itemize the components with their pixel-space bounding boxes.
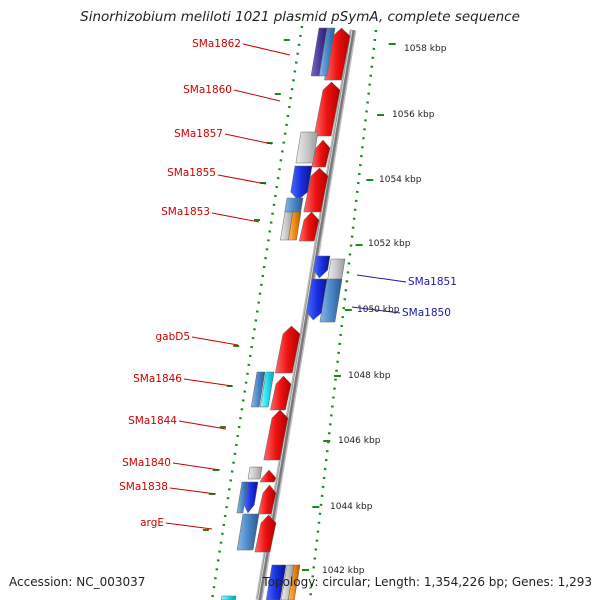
accession-text: Accession: NC_003037: [9, 575, 146, 589]
gene-label[interactable]: SMa1840: [122, 457, 171, 469]
label-leader-lines: [165, 43, 407, 530]
leader-line: [165, 522, 213, 530]
gene-label[interactable]: gabD5: [155, 331, 190, 343]
leader-line: [233, 89, 281, 102]
leader-line: [169, 487, 217, 495]
leader-line: [178, 420, 227, 430]
gene-label[interactable]: SMa1862: [192, 38, 241, 50]
gene-arrow-forward[interactable]: [257, 484, 277, 515]
leader-line: [191, 336, 239, 346]
tick-label: 1058 kbp: [404, 44, 447, 54]
gene-block[interactable]: [288, 211, 302, 241]
tick-label: 1044 kbp: [330, 502, 373, 512]
leader-line: [217, 174, 267, 185]
gene-block[interactable]: [250, 371, 266, 408]
gene-arrow-forward[interactable]: [274, 325, 301, 374]
gene-label[interactable]: SMa1851: [408, 276, 457, 288]
gene-block[interactable]: [327, 258, 346, 281]
tick-label: 1046 kbp: [338, 436, 381, 446]
gene-arrows: [221, 27, 351, 600]
gene-label[interactable]: argE: [140, 517, 164, 529]
leader-line: [356, 274, 407, 283]
gene-block[interactable]: [318, 27, 336, 77]
gene-arrow-forward[interactable]: [311, 139, 331, 168]
gene-label[interactable]: SMa1846: [133, 373, 182, 385]
tick-label: 1052 kbp: [368, 239, 411, 249]
gene-label[interactable]: SMa1844: [128, 415, 177, 427]
gene-block[interactable]: [221, 595, 237, 600]
gene-label[interactable]: SMa1855: [167, 167, 216, 179]
leader-line: [211, 212, 260, 223]
gene-arrow-forward[interactable]: [270, 375, 292, 411]
gene-block[interactable]: [265, 564, 287, 600]
leader-line: [172, 462, 221, 471]
gene-arrow-reverse[interactable]: [290, 165, 313, 201]
gene-arrow-forward[interactable]: [324, 27, 351, 81]
gene-arrow-forward[interactable]: [303, 167, 329, 213]
gene-arrow-forward[interactable]: [298, 211, 320, 242]
tick-labels: 1042 kbp 1044 kbp 1046 kbp 1048 kbp 1050…: [322, 44, 447, 576]
leader-line: [242, 43, 291, 56]
gene-label[interactable]: SMa1853: [161, 206, 210, 218]
right-gene-labels: SMa1851 SMa1850: [402, 276, 457, 319]
sequence-backbone: [255, 29, 357, 600]
gene-arrow-forward[interactable]: [313, 81, 341, 137]
tick-label: 1042 kbp: [322, 566, 365, 576]
gene-block[interactable]: [236, 481, 249, 514]
gene-label[interactable]: SMa1860: [183, 84, 232, 96]
gene-label[interactable]: SMa1838: [119, 481, 168, 493]
left-gene-labels: SMa1862 SMa1860 SMa1857 SMa1855 SMa1853 …: [119, 38, 241, 529]
gene-block[interactable]: [287, 564, 301, 600]
dotted-guide-line: [308, 29, 378, 600]
gene-block[interactable]: [319, 278, 343, 323]
leader-line: [183, 378, 233, 387]
gene-block[interactable]: [280, 564, 295, 600]
dotted-guides: [210, 25, 378, 600]
gene-block[interactable]: [236, 513, 260, 551]
gene-block[interactable]: [259, 371, 275, 408]
tick-label: 1048 kbp: [348, 371, 391, 381]
gene-label[interactable]: SMa1857: [174, 128, 223, 140]
gene-arrow-forward[interactable]: [263, 409, 289, 461]
tick-label: 1050 kbp: [357, 305, 400, 315]
leader-line: [351, 306, 401, 314]
gene-block[interactable]: [284, 197, 304, 213]
tick-label: 1056 kbp: [392, 110, 435, 120]
gene-arrow-forward[interactable]: [254, 514, 277, 553]
gene-block[interactable]: [247, 466, 263, 480]
map-title: Sinorhizobium meliloti 1021 plasmid pSym…: [80, 9, 520, 25]
summary-text: Topology: circular; Length: 1,354,226 bp…: [262, 575, 592, 589]
tick-label: 1054 kbp: [379, 175, 422, 185]
gene-block[interactable]: [295, 131, 319, 164]
leader-line: [224, 133, 273, 145]
gene-label[interactable]: SMa1850: [402, 307, 451, 319]
gene-arrow-forward[interactable]: [259, 469, 277, 483]
gene-arrow-reverse[interactable]: [313, 255, 331, 279]
